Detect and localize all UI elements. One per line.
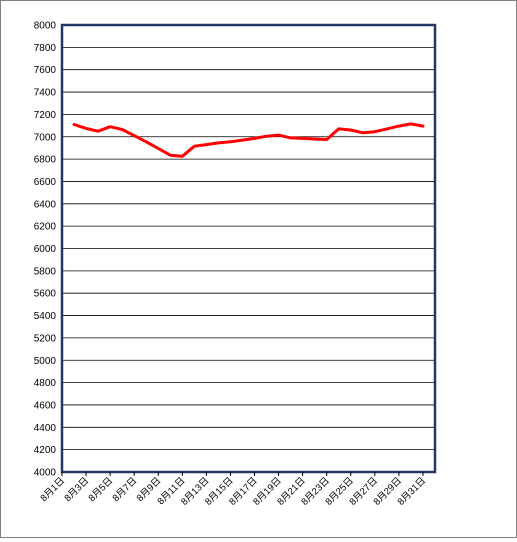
y-tick-label: 4400 (34, 423, 57, 434)
y-tick-label: 7600 (34, 65, 57, 76)
y-tick-label: 5000 (34, 356, 57, 367)
x-tick-label: 8月5日 (87, 475, 116, 504)
gridlines (62, 46, 435, 451)
y-tick-label: 7200 (34, 110, 57, 121)
x-tick-label: 8月7日 (111, 475, 140, 504)
y-tick-label: 7000 (34, 132, 57, 143)
y-tick-label: 6800 (34, 155, 57, 166)
y-tick-label: 4200 (34, 445, 57, 456)
y-tick-label: 5600 (34, 289, 57, 300)
y-axis-tick-labels: 4000 4200 4400 4600 4800 5000 5200 5400 5600 5800… (34, 21, 57, 479)
y-tick-label: 4000 (34, 468, 57, 479)
series-line (72, 122, 425, 158)
x-tick-label: 8月1日 (38, 475, 67, 504)
y-tick-label: 5400 (34, 311, 57, 322)
x-tick-label: 8月3日 (62, 475, 91, 504)
y-tick-label: 4800 (34, 378, 57, 389)
y-tick-label: 8000 (34, 21, 57, 32)
y-tick-label: 7800 (34, 43, 57, 54)
y-tick-label: 6200 (34, 222, 57, 233)
y-tick-label: 5800 (34, 266, 57, 277)
y-tick-label: 6600 (34, 177, 57, 188)
y-tick-label: 5200 (34, 333, 57, 344)
y-tick-label: 7400 (34, 88, 57, 99)
x-axis-tick-labels: 8月1日8月3日8月5日8月7日8月9日8月11日8月13日8月15日8月17日… (38, 472, 428, 508)
plot-area (60, 23, 437, 474)
y-tick-label: 6400 (34, 199, 57, 210)
y-tick-label: 4600 (34, 400, 57, 411)
y-tick-label: 6000 (34, 244, 57, 255)
